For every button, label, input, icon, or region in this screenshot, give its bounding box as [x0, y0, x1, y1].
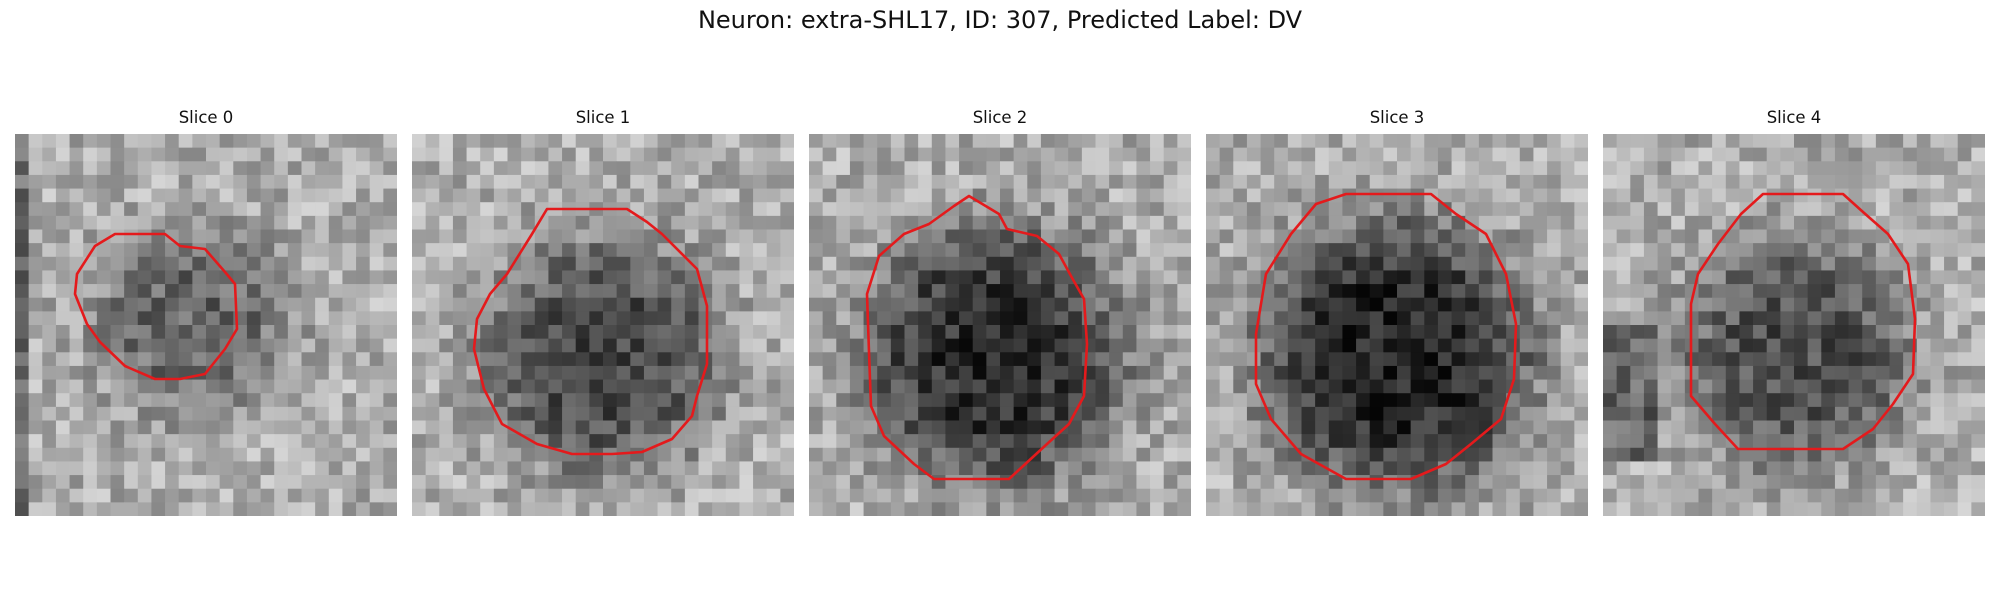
slice-title-2: Slice 2 — [972, 108, 1028, 127]
slice-image-0 — [15, 134, 397, 516]
slice-image-2 — [809, 134, 1191, 516]
roi-contour-4 — [1689, 192, 1917, 451]
slice-image-3 — [1206, 134, 1588, 516]
slice-image-1 — [412, 134, 794, 516]
slice-title-3: Slice 3 — [1369, 108, 1425, 127]
slice-title-0: Slice 0 — [178, 108, 234, 127]
figure-title: Neuron: extra-SHL17, ID: 307, Predicted … — [697, 6, 1303, 34]
roi-contour-1 — [472, 207, 709, 456]
slice-image-4 — [1603, 134, 1985, 516]
slice-title-1: Slice 1 — [575, 108, 631, 127]
roi-contour-2 — [865, 194, 1089, 481]
roi-contour-0 — [73, 232, 239, 381]
roi-contour-3 — [1254, 192, 1518, 481]
slice-title-4: Slice 4 — [1766, 108, 1822, 127]
